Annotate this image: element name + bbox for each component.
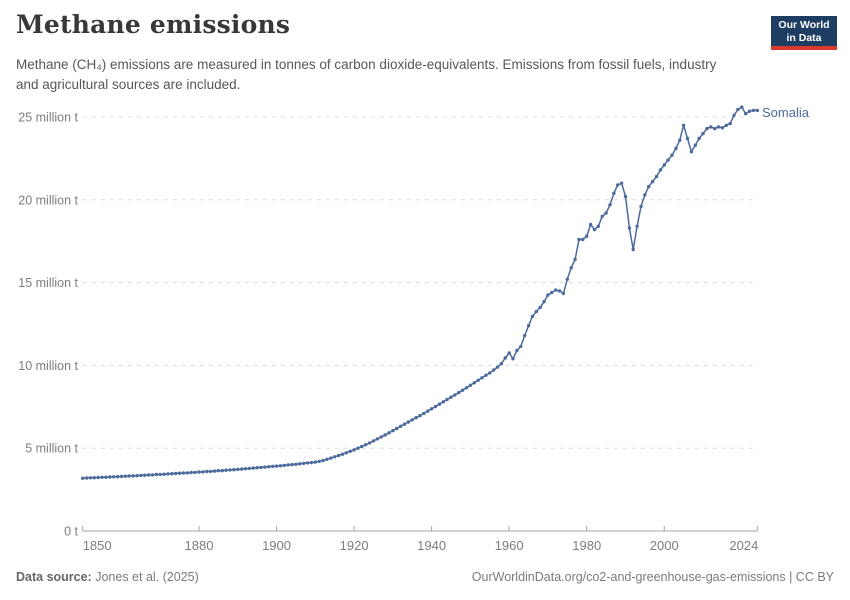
chart-subtitle: Methane (CH₄) emissions are measured in … [16,57,717,93]
data-source: Data source: Jones et al. (2025) [16,570,199,584]
y-axis-label: 20 million t [18,193,78,207]
owid-logo-line2: in Data [786,31,822,44]
data-points[interactable] [81,105,759,480]
y-axis-label: 10 million t [18,359,78,373]
x-axis-label: 1940 [417,538,446,553]
y-axis-label: 15 million t [18,276,78,290]
x-axis-label: 1960 [495,538,524,553]
y-axis-label: 0 t [64,525,78,539]
x-axis-label: 1980 [572,538,601,553]
emissions-line[interactable] [82,106,758,479]
y-axis-label: 5 million t [25,442,78,456]
x-axis-label: 1880 [185,538,214,553]
x-axis-label: 1900 [262,538,291,553]
page-title: Methane emissions [16,10,291,39]
data-source-value: Jones et al. (2025) [95,570,199,584]
x-axis-label: 1850 [83,538,112,553]
owid-logo-line1: Our World [778,19,830,31]
series-label-somalia[interactable]: Somalia [762,105,809,120]
owid-logo[interactable]: Our World in Data [771,16,837,51]
x-axis-label: 2024 [729,538,758,553]
x-axis-label: 1920 [340,538,369,553]
data-source-label: Data source: [16,570,92,584]
x-axis-label: 2000 [650,538,679,553]
y-axis-label: 25 million t [18,111,78,125]
footer-link[interactable]: OurWorldinData.org/co2-and-greenhouse-ga… [471,570,834,584]
